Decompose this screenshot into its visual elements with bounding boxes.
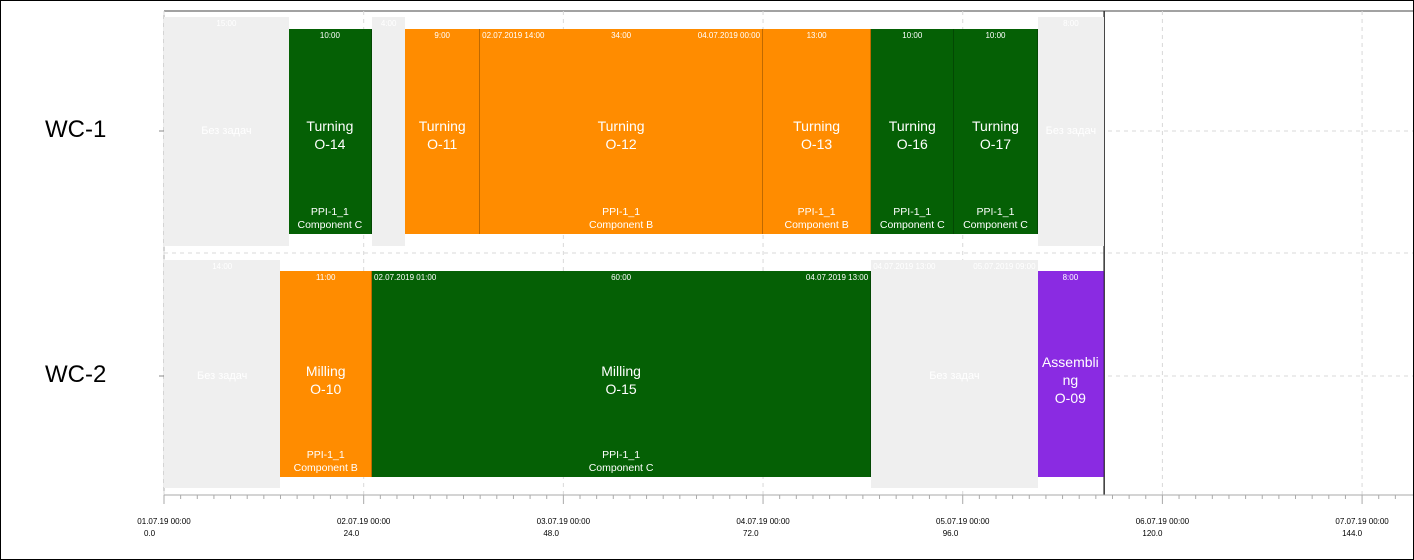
row-label-wc-2: WC-2 [45,361,107,388]
tick-label-date-4: 05.07.19 00:00 [936,517,990,526]
task-bar[interactable]: 13:00 Turning O-13 PPI-1_1 Component B [763,29,872,234]
tick-label-hours-4: 96.0 [943,529,959,538]
task-name: Turning O-14 [306,118,354,152]
task-name: Без задач [197,370,248,382]
task-name: Turning O-12 [597,118,645,152]
tick-label-date-6: 07.07.19 00:00 [1335,517,1389,526]
task-order: PPI-1_1 Component B [588,206,654,231]
task-bar[interactable]: 10:00 Turning O-17 PPI-1_1 Component C [954,29,1038,234]
task-duration: 34:00 [611,31,632,40]
idle-block: 14:00 Без задач [164,260,281,488]
task-order: PPI-1_1 Component B [784,206,849,231]
task-bar[interactable]: 9:00 Turning O-11 [405,29,481,234]
task-order: PPI-1_1 Component B [293,449,358,474]
task-name: Turning O-16 [888,118,936,152]
task-duration: 60:00 [611,273,632,282]
tick-label-date-2: 03.07.19 00:00 [537,517,591,526]
idle-block: 4:00 [372,17,406,246]
task-duration: 13:00 [806,31,827,40]
task-name: Assembli ng O-09 [1041,354,1099,406]
tick-label-date-5: 06.07.19 00:00 [1136,517,1190,526]
tick-label-date-0: 01.07.19 00:00 [137,517,191,526]
task-name: Без задач [1045,125,1097,137]
tick-label-hours-1: 24.0 [344,529,360,538]
row-label-wc-1: WC-1 [45,116,107,143]
tick-label-date-1: 02.07.19 00:00 [337,517,391,526]
task-end-date: 04.07.2019 00:00 [697,31,761,40]
task-name: Milling O-15 [601,363,641,397]
task-end-date: 05.07.2019 09:00 [973,262,1036,271]
task-name: Milling O-10 [305,363,346,397]
task-order: PPI-1_1 Component C [963,206,1028,231]
task-name: Turning O-13 [793,118,841,152]
task-order: PPI-1_1 Component C [879,206,945,231]
task-name: Без задач [929,370,980,382]
idle-block: 04.07.2019 13:00 05.07.2019 09:00 Без зада… [871,260,1038,488]
task-bar[interactable]: 60:00 02.07.2019 01:00 04.07.2019 13:00 Mil… [372,271,872,477]
task-order: PPI-1_1 Component C [297,206,363,231]
task-duration: 9:00 [434,31,450,40]
task-start-date: 04.07.2019 13:00 [873,262,936,271]
task-bar[interactable]: 34:00 02.07.2019 14:00 04.07.2019 00:00 Tur… [480,29,764,234]
idle-block: 8:00 Без задач [1037,17,1105,246]
task-order: PPI-1_1 Component C [588,449,654,474]
task-duration: 15:00 [216,19,237,28]
time-axis: 01.07.19 00:00 0.0 02.07.19 00:00 24.0 03.07… [137,494,1413,538]
tick-label-hours-0: 0.0 [144,529,156,538]
tick-label-hours-3: 72.0 [743,529,759,538]
tick-label-hours-2: 48.0 [543,529,559,538]
tick-label-hours-5: 120.0 [1142,529,1163,538]
task-bar[interactable]: 10:00 Turning O-16 PPI-1_1 Component C [871,29,955,234]
task-duration: 14:00 [212,262,233,271]
task-duration: 8:00 [1063,19,1079,28]
task-duration: 4:00 [380,19,397,28]
task-duration: 10:00 [985,31,1006,40]
task-duration: 10:00 [902,31,923,40]
task-name: Turning O-17 [972,118,1019,152]
task-bar[interactable]: 8:00 Assembli ng O-09 [1037,271,1105,477]
task-start-date: 02.07.2019 14:00 [482,31,545,40]
task-end-date: 04.07.2019 13:00 [805,273,869,282]
task-start-date: 02.07.2019 01:00 [374,273,437,282]
task-duration: 8:00 [1062,273,1079,282]
idle-block: 15:00 Без задач [164,17,289,246]
task-name: Turning O-11 [418,118,466,152]
task-duration: 10:00 [319,31,340,40]
tick-label-date-3: 04.07.19 00:00 [736,517,790,526]
tick-label-hours-6: 144.0 [1342,529,1363,538]
task-duration: 11:00 [316,273,336,282]
task-bar[interactable]: 10:00 Turning O-14 PPI-1_1 Component C [288,29,372,234]
task-name: Без задач [201,125,252,137]
task-bar[interactable]: 11:00 Milling O-10 PPI-1_1 Component B [280,271,372,477]
